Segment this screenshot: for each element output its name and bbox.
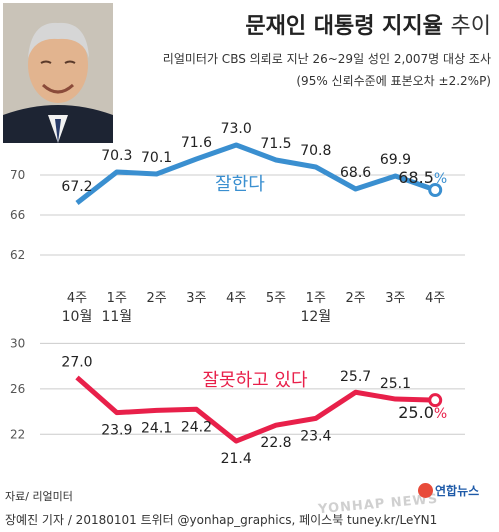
approve-value-label: 71.6 [181, 135, 212, 151]
disapprove-value-label: 21.4 [221, 451, 252, 467]
y-tick-label: 22 [10, 427, 25, 441]
disapprove-last-point [428, 393, 443, 408]
chart-title: 문재인 대통령 지지율 추이 [245, 8, 491, 40]
x-tick-label: 1주 [306, 291, 326, 306]
y-tick-label: 66 [10, 208, 25, 222]
disapprove-value-label: 27.0 [61, 354, 92, 370]
title-text: 문재인 대통령 지지율 [245, 14, 443, 39]
disapprove-value-label: 25.1 [380, 376, 411, 392]
approve-value-label: 70.1 [141, 150, 172, 166]
disapprove-value-label: 23.9 [101, 423, 132, 439]
x-tick-label: 4주 [226, 291, 246, 306]
y-tick-label: 70 [10, 168, 25, 182]
x-tick-label: 4주 [67, 291, 87, 306]
approve-series-label: 잘한다 [215, 174, 265, 195]
approve-value-label: 67.2 [61, 179, 92, 195]
y-tick-label: 62 [10, 248, 25, 262]
disapprove-series-line [75, 375, 436, 444]
x-month-label: 12월 [300, 309, 331, 325]
approve-last-value-label: 68.5% [398, 168, 447, 187]
title-suffix: 추이 [450, 14, 491, 39]
x-tick-label: 2주 [345, 291, 365, 306]
chart-subtitle: 리얼미터가 CBS 의뢰로 지난 26~29일 성인 2,007명 대상 조사 [162, 52, 491, 66]
logo-text: 연합뉴스 [435, 484, 480, 498]
y-tick-label: 26 [10, 382, 25, 396]
disapprove-series-label: 잘못하고 있다 [202, 370, 308, 391]
approve-series-line [75, 142, 437, 205]
x-month-label: 10월 [62, 309, 93, 325]
x-tick-label: 3주 [385, 291, 405, 306]
disapprove-value-label: 23.4 [300, 428, 331, 444]
x-tick-label: 2주 [146, 291, 166, 306]
president-portrait [3, 3, 113, 143]
approve-last-point [428, 183, 443, 197]
approve-value-label: 70.8 [300, 143, 331, 159]
y-tick-label: 30 [10, 336, 25, 350]
x-tick-label: 5주 [266, 291, 286, 306]
disapprove-value-label: 24.2 [181, 419, 212, 435]
margin-of-error-note: (95% 신뢰수준에 표본오차 ±2.2%P) [296, 74, 491, 88]
yonhap-logo: 연합뉴스 [418, 482, 479, 499]
x-tick-label: 1주 [107, 291, 127, 306]
disapprove-value-label: 22.8 [260, 435, 291, 451]
approve-value-label: 68.6 [340, 165, 371, 181]
x-tick-label: 3주 [186, 291, 206, 306]
disapprove-value-label: 24.1 [141, 420, 172, 436]
approve-value-label: 71.5 [260, 136, 291, 152]
approve-value-label: 70.3 [101, 148, 132, 164]
x-month-label: 11월 [101, 309, 132, 325]
credit-line: 장예진 기자 / 20180101 트위터 @yonhap_graphics, … [5, 513, 438, 527]
approve-value-label: 73.0 [221, 121, 252, 137]
x-tick-label: 4주 [425, 291, 445, 306]
approve-value-label: 69.9 [380, 152, 411, 168]
disapprove-value-label: 25.7 [340, 369, 371, 385]
disapprove-last-value-label: 25.0% [398, 403, 447, 422]
source-label: 자료/ 리얼미터 [5, 490, 73, 503]
logo-mark-icon [418, 483, 433, 498]
